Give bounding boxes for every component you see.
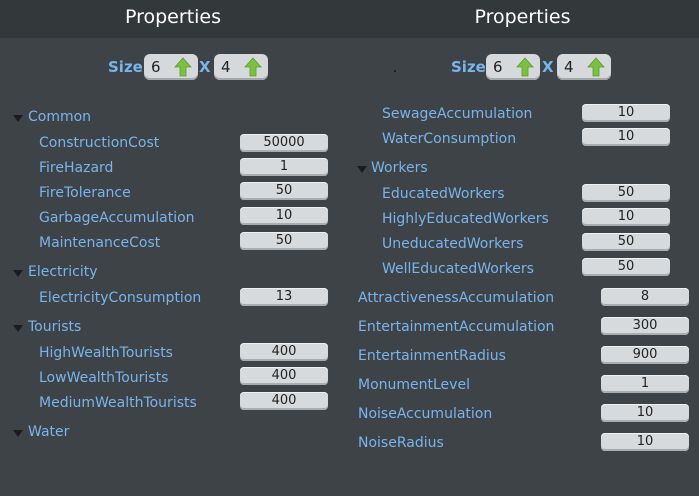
property-label: WaterConsumption	[382, 131, 517, 147]
size-x-label: X	[542, 58, 554, 76]
property-label: EntertainmentRadius	[358, 348, 506, 364]
group-header-electricity[interactable]: Electricity	[28, 264, 98, 280]
decorative-dot	[394, 70, 396, 72]
property-value-input[interactable]: 1	[601, 375, 689, 393]
property-label: NoiseAccumulation	[358, 406, 493, 422]
size-width-value: 6	[151, 58, 161, 76]
property-label: LowWealthTourists	[39, 370, 169, 386]
collapse-triangle-icon[interactable]	[13, 430, 23, 437]
property-value-input[interactable]: 400	[240, 392, 328, 410]
increment-arrow-icon[interactable]	[587, 57, 605, 77]
panel-title: Properties	[346, 0, 699, 38]
size-height-stepper[interactable]: 4	[214, 54, 268, 80]
property-value-input[interactable]: 10	[601, 433, 689, 451]
increment-arrow-icon[interactable]	[516, 57, 534, 77]
size-width-value: 6	[493, 58, 503, 76]
property-value-input[interactable]: 300	[601, 317, 689, 335]
size-label: Size	[108, 58, 143, 76]
property-label: UneducatedWorkers	[382, 236, 524, 252]
property-value-input[interactable]: 10	[582, 208, 670, 226]
size-height-value: 4	[221, 58, 231, 76]
property-value-input[interactable]: 10	[240, 207, 328, 225]
collapse-triangle-icon[interactable]	[13, 270, 23, 277]
property-value-input[interactable]: 10	[601, 404, 689, 422]
collapse-triangle-icon[interactable]	[13, 115, 23, 122]
group-header-tourists[interactable]: Tourists	[28, 319, 82, 335]
property-label: HighWealthTourists	[39, 345, 173, 361]
property-value-input[interactable]: 50	[582, 184, 670, 202]
size-width-stepper[interactable]: 6	[486, 54, 540, 80]
property-label: MaintenanceCost	[39, 235, 161, 251]
property-value-input[interactable]: 1	[240, 158, 328, 176]
property-label: ElectricityConsumption	[39, 290, 202, 306]
property-label: HighlyEducatedWorkers	[382, 211, 549, 227]
collapse-triangle-icon[interactable]	[357, 166, 367, 173]
property-value-input[interactable]: 10	[582, 104, 670, 122]
property-label: GarbageAccumulation	[39, 210, 195, 226]
size-label: Size	[451, 58, 486, 76]
property-value-input[interactable]: 400	[240, 343, 328, 361]
property-value-input[interactable]: 50	[240, 232, 328, 250]
increment-arrow-icon[interactable]	[244, 57, 262, 77]
property-label: SewageAccumulation	[382, 106, 533, 122]
increment-arrow-icon[interactable]	[174, 57, 192, 77]
size-height-value: 4	[564, 58, 574, 76]
property-label: EntertainmentAccumulation	[358, 319, 555, 335]
property-label: MediumWealthTourists	[39, 395, 197, 411]
property-value-input[interactable]: 13	[240, 288, 328, 306]
size-x-label: X	[199, 58, 211, 76]
property-value-input[interactable]: 400	[240, 367, 328, 385]
property-value-input[interactable]: 50	[240, 182, 328, 200]
property-value-input[interactable]: 8	[601, 288, 689, 306]
property-label: ConstructionCost	[39, 135, 160, 151]
group-header-common[interactable]: Common	[28, 109, 92, 125]
panel-title: Properties	[0, 0, 346, 38]
property-label: MonumentLevel	[358, 377, 470, 393]
property-label: FireHazard	[39, 160, 114, 176]
property-value-input[interactable]: 50	[582, 258, 670, 276]
property-label: FireTolerance	[39, 185, 131, 201]
properties-panel-left: Properties Size 6 X 4 Common Constructio…	[0, 0, 346, 496]
size-height-stepper[interactable]: 4	[557, 54, 611, 80]
property-value-input[interactable]: 50000	[240, 134, 328, 152]
property-value-input[interactable]: 900	[601, 346, 689, 364]
property-value-input[interactable]: 10	[582, 128, 670, 146]
collapse-triangle-icon[interactable]	[13, 325, 23, 332]
group-header-workers[interactable]: Workers	[371, 160, 428, 176]
property-label: EducatedWorkers	[382, 186, 505, 202]
property-label: AttractivenessAccumulation	[358, 290, 555, 306]
property-value-input[interactable]: 50	[582, 233, 670, 251]
property-label: NoiseRadius	[358, 435, 444, 451]
properties-panel-right: Properties Size 6 X 4 SewageAccumulation…	[346, 0, 699, 496]
size-width-stepper[interactable]: 6	[144, 54, 198, 80]
group-header-water[interactable]: Water	[28, 424, 70, 440]
property-label: WellEducatedWorkers	[382, 261, 534, 277]
